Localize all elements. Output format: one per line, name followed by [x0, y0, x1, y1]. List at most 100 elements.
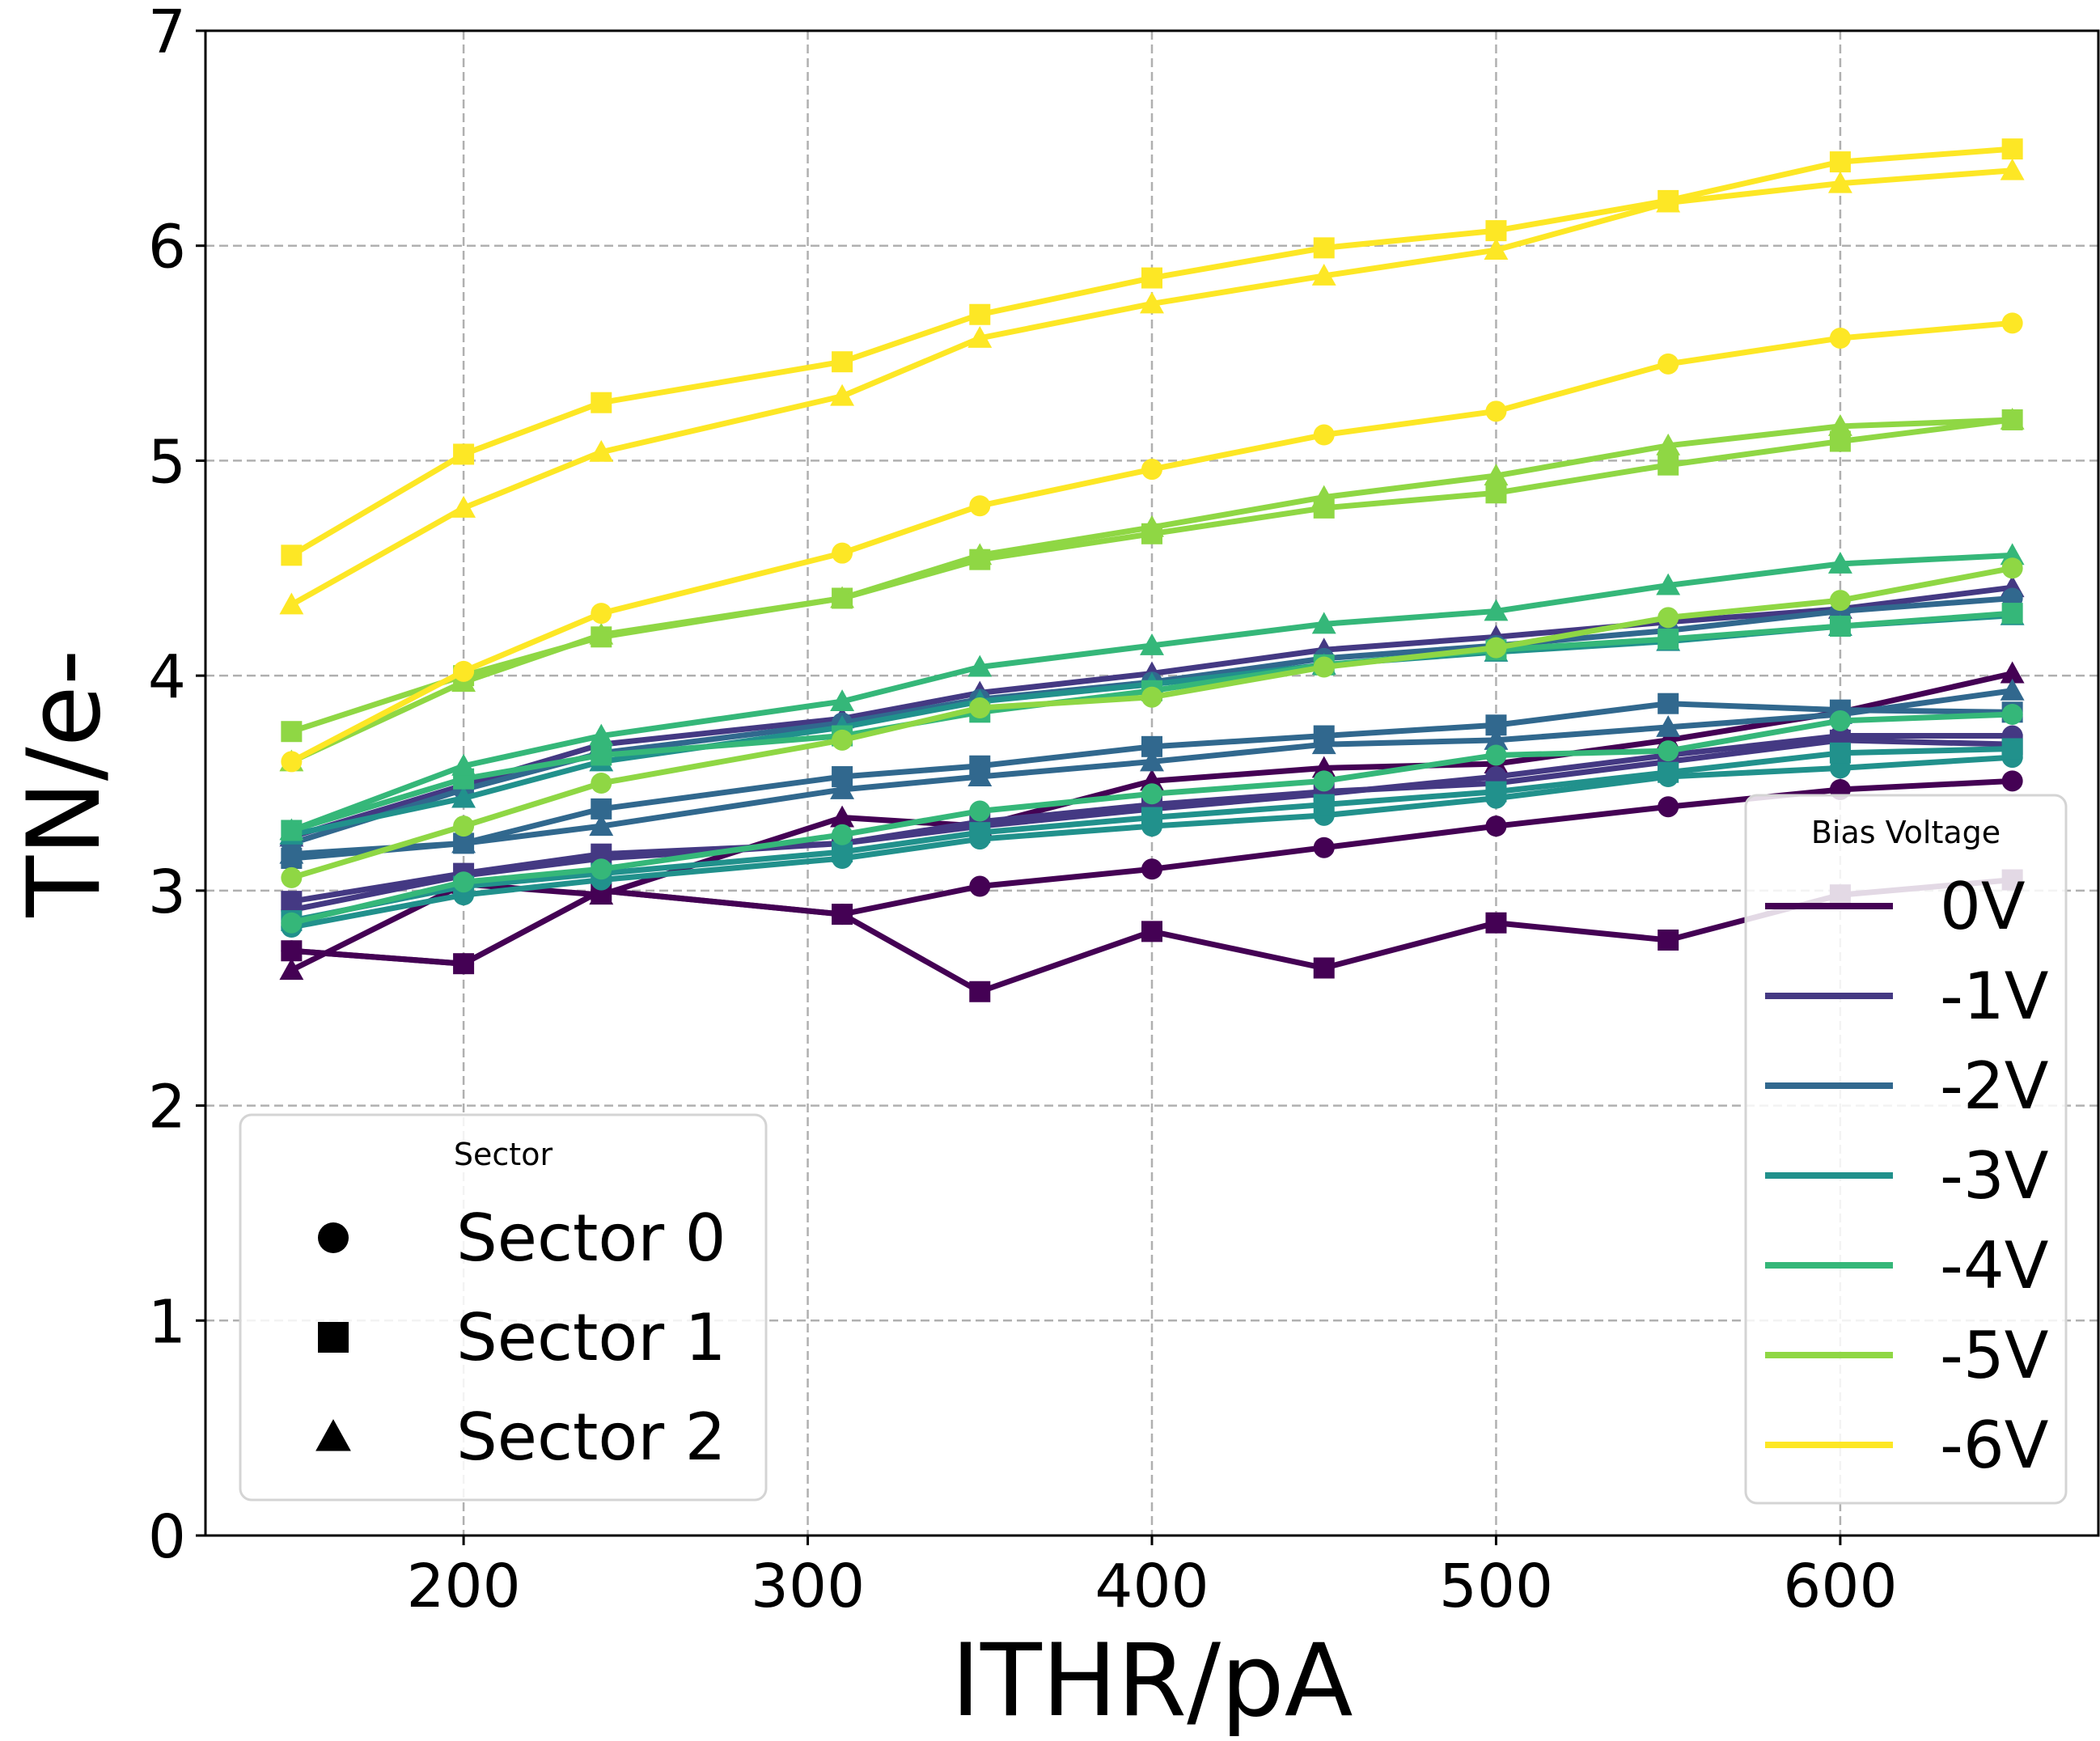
series--5V-sector-0: [281, 557, 2023, 888]
y-axis-label: TN/e-: [6, 649, 123, 917]
data-point: [1658, 761, 1679, 783]
legend-bias-label: -5V: [1940, 1318, 2049, 1393]
data-point: [1311, 485, 1336, 507]
legend-sector-label: Sector 1: [456, 1300, 726, 1375]
data-point: [2001, 138, 2023, 160]
data-point: [832, 904, 853, 926]
data-point: [1485, 482, 1507, 504]
data-point: [1658, 353, 1679, 375]
data-point: [281, 721, 303, 743]
legend-bias-title: Bias Voltage: [1811, 815, 2001, 850]
data-point: [1827, 171, 1852, 193]
y-tick-label: 4: [148, 642, 186, 712]
legend-sector-box: [239, 1113, 768, 1502]
data-point: [1140, 633, 1164, 655]
y-tick-label: 2: [148, 1073, 186, 1142]
data-point: [2001, 557, 2023, 579]
data-point: [830, 383, 855, 406]
data-point: [281, 751, 303, 773]
data-point: [1311, 263, 1336, 286]
data-point: [1829, 327, 1851, 349]
data-point: [1311, 756, 1336, 778]
data-point: [832, 351, 853, 373]
data-point: [589, 814, 614, 837]
series--2V-sector-2: [279, 678, 2025, 864]
data-point: [1485, 637, 1507, 659]
data-point: [1658, 693, 1679, 714]
data-point: [967, 543, 993, 566]
data-point: [969, 303, 991, 325]
data-point: [281, 940, 303, 962]
legend-bias-label: -3V: [1940, 1138, 2049, 1214]
data-point: [1485, 912, 1507, 934]
data-point: [969, 800, 991, 822]
data-point: [1658, 929, 1679, 951]
x-tick-label: 400: [1094, 1552, 1209, 1621]
legend-bias: Bias Voltage 0V -1V -2V -3V -4V -5V -6V: [1744, 794, 2068, 1505]
data-point: [1141, 783, 1162, 805]
data-point: [1656, 433, 1681, 455]
data-point: [1311, 612, 1336, 634]
data-point: [1313, 424, 1335, 446]
data-point: [451, 786, 476, 808]
data-point: [1313, 794, 1335, 815]
data-point: [1313, 770, 1335, 792]
data-point: [589, 883, 614, 905]
data-point: [1829, 710, 1851, 731]
data-point: [969, 822, 991, 844]
data-point: [1484, 599, 1509, 621]
data-point: [1141, 267, 1162, 289]
x-tick-label: 600: [1783, 1552, 1897, 1621]
legend-bias-label: -1V: [1940, 959, 2049, 1034]
data-point: [1140, 515, 1164, 537]
data-point: [1485, 781, 1507, 803]
data-point: [830, 805, 855, 828]
data-point: [279, 958, 304, 981]
data-point: [969, 495, 991, 517]
data-point: [1827, 413, 1852, 436]
data-point: [1313, 656, 1335, 678]
data-point: [453, 953, 475, 975]
data-point: [969, 697, 991, 718]
data-point: [1313, 837, 1335, 858]
series--4V-sector-2: [279, 543, 2025, 841]
data-point: [281, 912, 303, 934]
data-point: [1485, 744, 1507, 766]
data-point: [1141, 921, 1162, 943]
legend-sector-marker: [318, 1222, 349, 1253]
data-point: [1140, 769, 1164, 791]
data-point: [1829, 742, 1851, 764]
data-point: [1829, 616, 1851, 638]
series--6V-sector-1: [281, 138, 2023, 566]
series--6V-sector-0: [281, 312, 2023, 773]
legend-sector: Sector Sector 0 Sector 1 Sector 2: [239, 1113, 768, 1502]
data-point: [453, 660, 475, 682]
data-point: [1658, 796, 1679, 818]
legend-sector-marker: [318, 1322, 349, 1353]
data-point: [1485, 400, 1507, 422]
data-point: [591, 858, 612, 880]
y-tick-label: 7: [148, 0, 186, 67]
data-point: [2000, 678, 2025, 701]
data-point: [279, 818, 304, 841]
data-point: [1140, 749, 1164, 772]
data-point: [1313, 237, 1335, 259]
data-point: [451, 753, 476, 776]
y-axis-ticks: 0 1 2 3 4 5 6 7: [148, 0, 205, 1572]
data-point: [451, 831, 476, 854]
data-point: [591, 744, 612, 766]
y-tick-label: 0: [148, 1502, 186, 1572]
data-point: [1829, 151, 1851, 173]
data-point: [591, 392, 612, 413]
data-point: [830, 777, 855, 799]
data-point: [967, 654, 993, 677]
data-point: [969, 981, 991, 1002]
data-point: [1141, 858, 1162, 880]
data-point: [453, 443, 475, 465]
data-point: [1656, 573, 1681, 595]
data-point: [2000, 661, 2025, 684]
legend-sector-title: Sector: [454, 1137, 553, 1172]
data-point: [589, 439, 614, 462]
data-point: [1658, 607, 1679, 629]
data-point: [1658, 454, 1679, 476]
